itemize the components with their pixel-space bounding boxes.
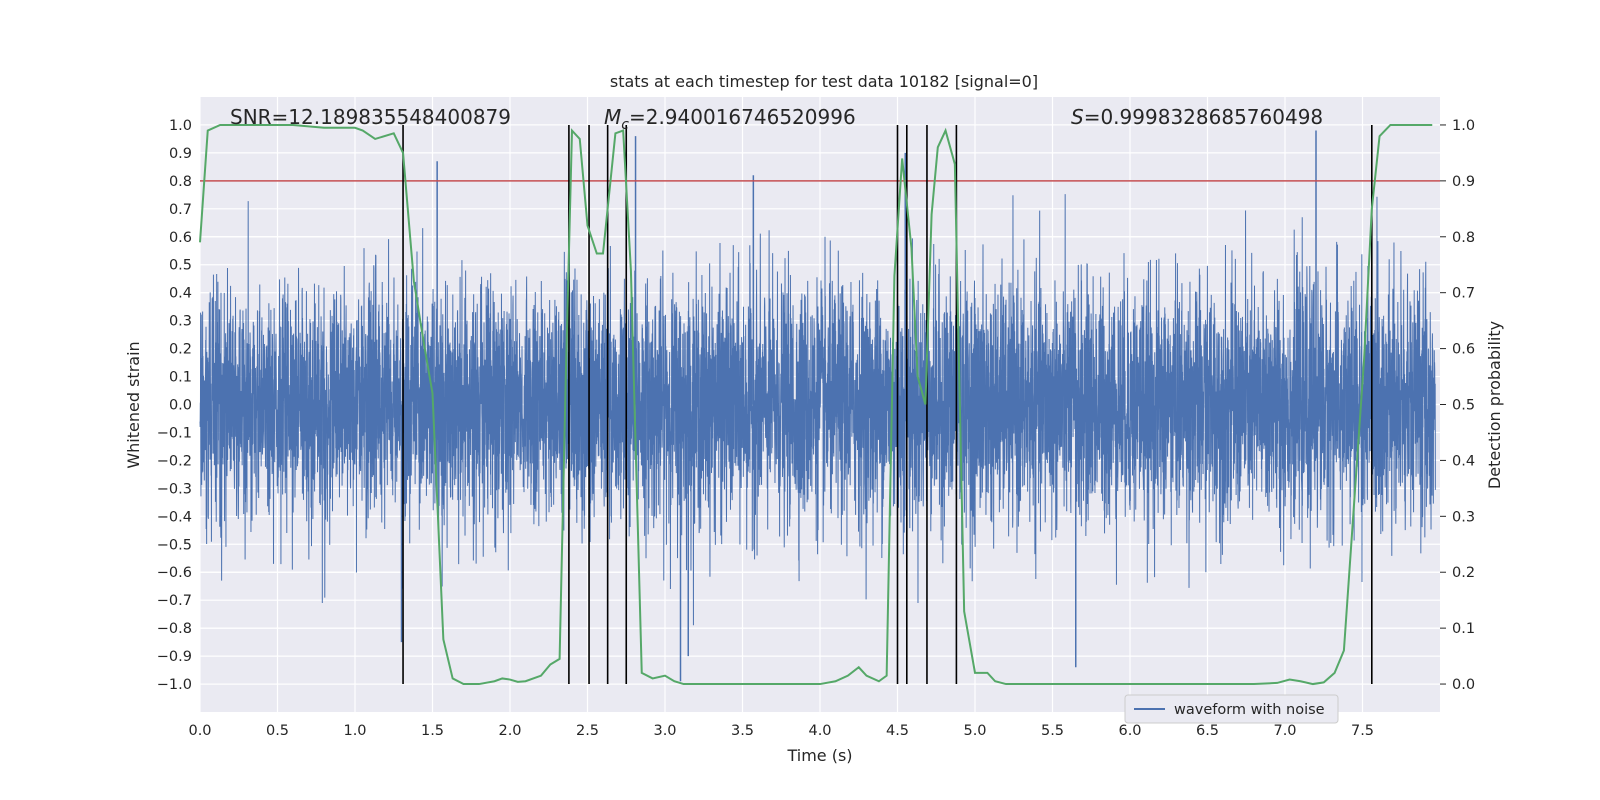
right-y-tick-label: 0.0 [1452,677,1475,693]
y-tick-label: −0.2 [157,453,192,469]
y-tick-label: −0.9 [157,649,192,665]
right-y-tick-label: 0.3 [1452,509,1475,525]
chirp-mass-annotation: Mc=2.940016746520996 [604,105,856,133]
x-tick-label: 7.0 [1273,723,1296,739]
y-axis-label: Whitened strain [124,341,143,468]
right-y-tick-label: 0.4 [1452,453,1475,469]
statistic-annotation: S=0.9998328685760498 [1071,105,1323,129]
waveform-line [199,194,1436,626]
right-y-tick-label: 1.0 [1452,118,1475,134]
snr-annotation: SNR=12.189835548400879 [230,105,511,129]
y-tick-label: −0.7 [157,593,192,609]
y-tick-labels: −1.0 −0.9 −0.8 −0.7 −0.6 −0.5 −0.4 −0.3 −0.2 −0.1… [157,118,192,693]
right-y-tick-label: 0.5 [1452,398,1475,414]
probability-line [199,123,1433,686]
right-y-tick-label: 0.8 [1452,230,1475,246]
y-tick-label: 1.0 [169,118,192,134]
y-tick-label: −0.5 [157,537,192,553]
x-tick-label: 2.5 [576,723,599,739]
y-tick-label: 0.6 [169,230,192,246]
y-tick-label: 0.7 [169,202,192,218]
y-tick-label: −0.4 [157,509,192,525]
x-tick-label: 4.5 [886,723,909,739]
y-tick-label: 0.8 [169,174,192,190]
right-y-tick-label: 0.9 [1452,174,1475,190]
x-tick-label: 1.0 [343,723,366,739]
x-tick-label: 0.5 [266,723,289,739]
right-y-tick-labels: 0.0 0.1 0.2 0.3 0.4 0.5 0.6 0.7 0.8 0.9 1.0 [1452,118,1475,693]
right-y-tick-label: 0.1 [1452,621,1475,637]
chirp-mass-value: =2.940016746520996 [629,105,856,129]
right-y-tick-label: 0.6 [1452,342,1475,358]
statistic-value: =0.9998328685760498 [1084,105,1323,129]
chirp-mass-symbol: M [604,105,621,129]
y-tick-label: 0.3 [169,314,192,330]
y-tick-label: 0.2 [169,342,192,358]
right-y-tick-label: 0.7 [1452,286,1475,302]
legend-box [1124,694,1339,724]
x-tick-label: 5.0 [963,723,986,739]
y-tick-label: 0.4 [169,286,192,302]
y-tick-label: −0.3 [157,481,192,497]
x-tick-label: 0.0 [188,723,211,739]
legend: waveform with noise [1124,694,1339,724]
y-tick-label: −1.0 [157,677,192,693]
y-tick-label: −0.6 [157,565,192,581]
x-axis-label: Time (s) [786,746,852,765]
x-tick-label: 6.0 [1118,723,1141,739]
x-tick-label: 3.0 [653,723,676,739]
legend-label: waveform with noise [1174,702,1325,718]
waveform-series [199,130,1436,682]
y-tick-label: 0.5 [169,258,192,274]
x-tick-label: 7.5 [1351,723,1374,739]
x-tick-label: 6.5 [1196,723,1219,739]
x-tick-label: 4.0 [808,723,831,739]
x-tick-label: 3.5 [731,723,754,739]
right-y-axis-label: Detection probability [1485,321,1504,489]
chirp-mass-subscript: c [621,117,629,133]
statistic-symbol: S [1071,105,1084,129]
y-tick-label: 0.9 [169,146,192,162]
chart-title: stats at each timestep for test data 101… [610,72,1038,91]
y-tick-label: 0.0 [169,398,192,414]
probability-series [199,123,1433,686]
x-tick-label: 5.5 [1041,723,1064,739]
y-tick-label: −0.8 [157,621,192,637]
y-tick-label: −0.1 [157,425,192,441]
x-tick-label: 2.0 [498,723,521,739]
x-tick-label: 1.5 [421,723,444,739]
y-tick-label: 0.1 [169,370,192,386]
right-y-tick-label: 0.2 [1452,565,1475,581]
x-tick-labels: 0.0 0.5 1.0 1.5 2.0 2.5 3.0 3.5 4.0 4.5 5.0 5.5 6.0 6… [188,723,1374,739]
